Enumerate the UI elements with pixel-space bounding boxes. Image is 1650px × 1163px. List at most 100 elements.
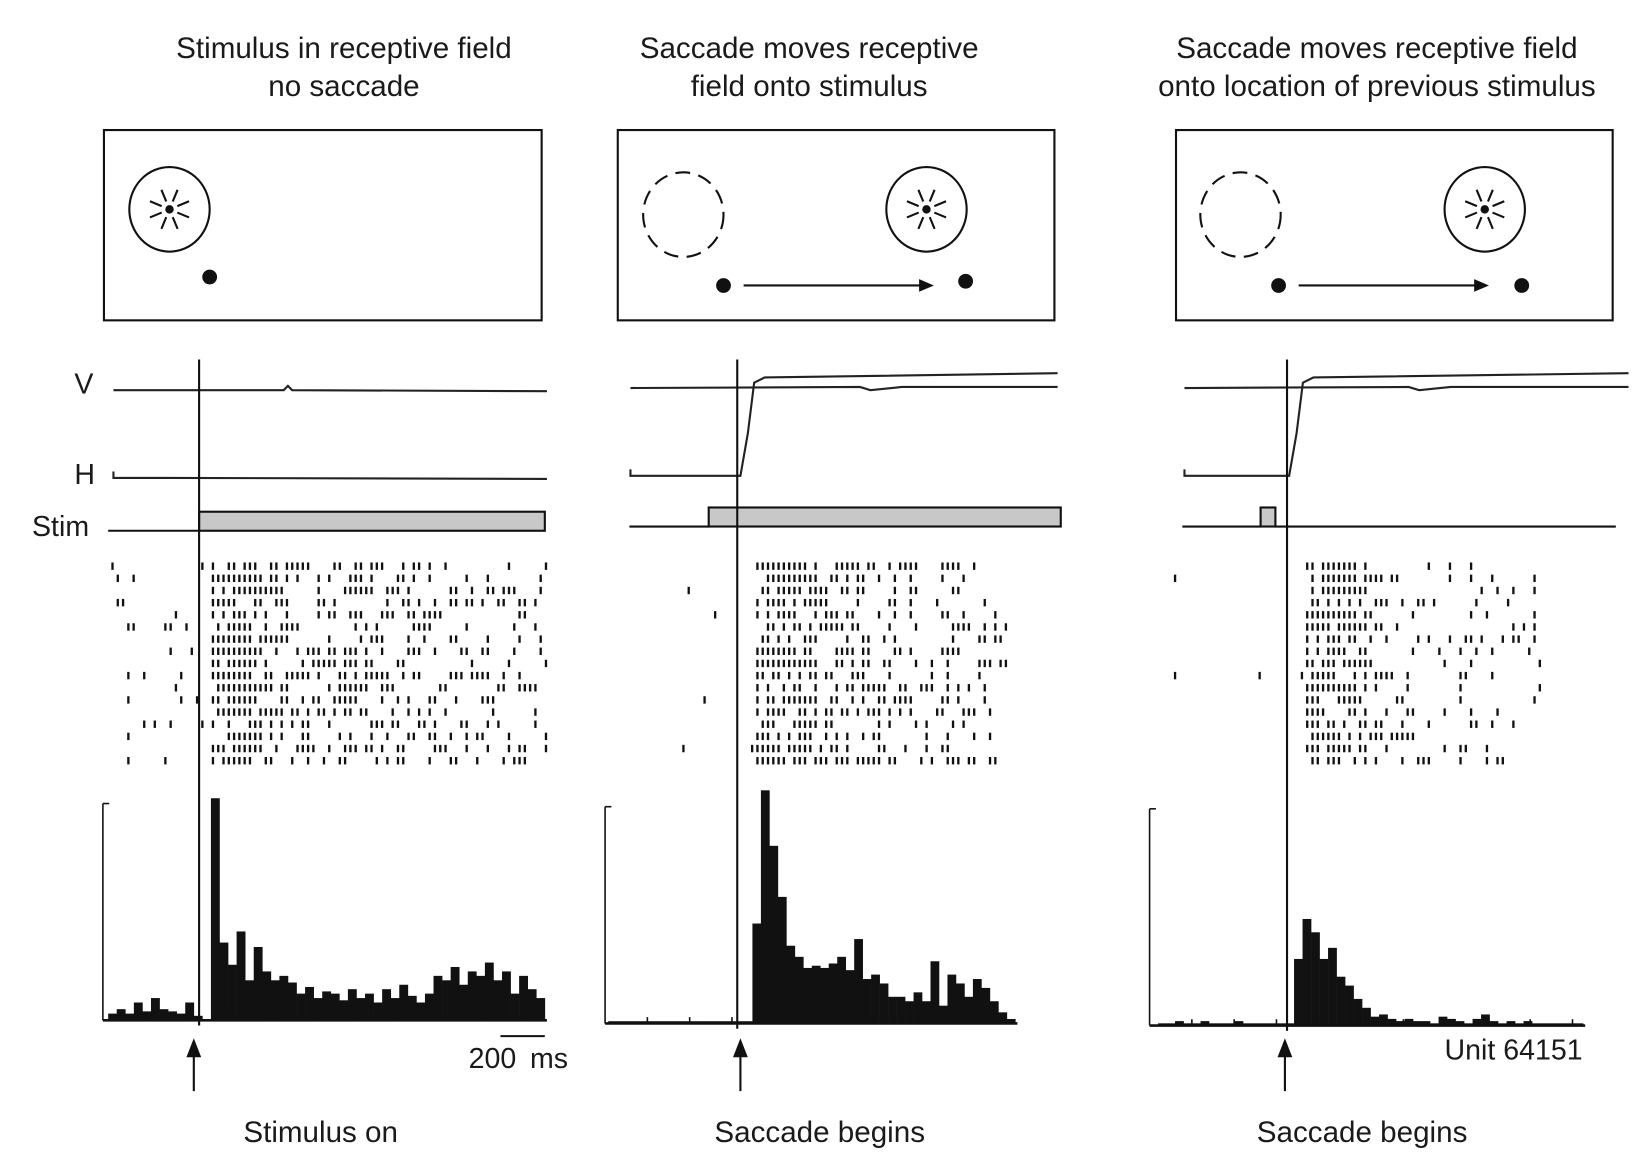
histogram-bar — [108, 1013, 118, 1021]
spike — [259, 635, 262, 643]
spike — [454, 757, 458, 765]
spike — [787, 635, 791, 643]
spike — [983, 598, 986, 607]
spike — [417, 708, 421, 716]
spike — [423, 635, 426, 643]
spike — [1327, 598, 1330, 607]
spike — [322, 598, 326, 607]
spike — [1374, 684, 1378, 692]
fixation-point — [1514, 278, 1530, 293]
spike — [809, 696, 812, 704]
spike — [280, 708, 283, 716]
spike — [232, 659, 236, 668]
spike — [1311, 684, 1314, 692]
spike — [1401, 598, 1404, 607]
spike — [243, 647, 246, 655]
spike — [1364, 757, 1367, 765]
spike — [354, 744, 357, 753]
spike — [211, 647, 215, 655]
spike — [243, 623, 246, 631]
spike — [243, 659, 246, 668]
spike — [254, 647, 257, 655]
histogram-bar — [845, 970, 855, 1024]
spike — [809, 744, 812, 753]
spike — [544, 659, 548, 668]
old-receptive-field — [1199, 171, 1282, 258]
spike — [127, 696, 130, 704]
spike — [814, 757, 817, 765]
spike — [412, 562, 415, 570]
spike — [1390, 732, 1393, 741]
spike — [1337, 732, 1341, 741]
spike — [957, 696, 960, 704]
spike — [248, 696, 252, 704]
spike — [1406, 684, 1409, 692]
spike — [359, 611, 363, 619]
spike — [798, 744, 801, 753]
line — [906, 211, 920, 219]
spike — [507, 659, 511, 668]
spike — [1469, 720, 1473, 728]
histogram-bar — [467, 971, 477, 1021]
spike — [428, 562, 431, 570]
line — [1492, 200, 1505, 208]
spike — [1385, 635, 1388, 643]
spike — [375, 757, 378, 765]
spike — [777, 586, 780, 595]
spike — [1480, 586, 1483, 595]
spike — [328, 647, 331, 655]
spike — [957, 586, 960, 595]
line — [917, 216, 925, 230]
line — [160, 216, 168, 230]
unit-label: Unit 64151 — [1445, 1034, 1583, 1066]
spike — [756, 562, 759, 570]
histogram-bar — [1396, 1021, 1405, 1026]
spike — [1343, 623, 1346, 631]
spike — [1327, 635, 1330, 643]
spike — [465, 720, 468, 728]
histogram-bar — [150, 998, 160, 1021]
spike — [1427, 635, 1430, 643]
spike — [343, 696, 347, 704]
histogram-bar — [1379, 1014, 1388, 1026]
spike — [227, 732, 230, 741]
spike — [798, 696, 801, 704]
spike — [534, 720, 537, 728]
spike — [1395, 574, 1399, 583]
spike — [957, 757, 960, 765]
spike — [1173, 671, 1177, 680]
spike — [111, 562, 114, 570]
spike — [312, 696, 315, 704]
spike — [1480, 635, 1483, 643]
spike — [777, 562, 780, 570]
spike — [1337, 562, 1341, 570]
spike — [269, 732, 273, 741]
spike — [1004, 659, 1008, 668]
spike — [851, 647, 854, 655]
spike — [190, 647, 193, 655]
histogram-bar — [1438, 1016, 1448, 1026]
spike — [354, 647, 357, 655]
histogram-bar — [888, 996, 897, 1024]
spike — [1364, 684, 1367, 692]
spike — [502, 598, 505, 607]
spike — [380, 635, 384, 643]
spike — [1353, 611, 1356, 619]
line — [171, 216, 179, 230]
histogram-bar — [510, 993, 520, 1021]
spike — [1395, 732, 1399, 741]
spike — [238, 586, 241, 595]
spike — [814, 720, 817, 728]
spike — [359, 708, 363, 716]
spike — [803, 635, 807, 643]
spike — [1348, 744, 1351, 753]
spike — [269, 586, 273, 595]
spike — [1173, 574, 1177, 583]
histogram-bar — [896, 996, 906, 1024]
spike — [867, 708, 870, 716]
spike — [523, 611, 527, 619]
histogram-bar — [176, 1013, 186, 1021]
spike — [312, 647, 315, 655]
spike — [846, 586, 849, 595]
spike — [777, 598, 780, 607]
